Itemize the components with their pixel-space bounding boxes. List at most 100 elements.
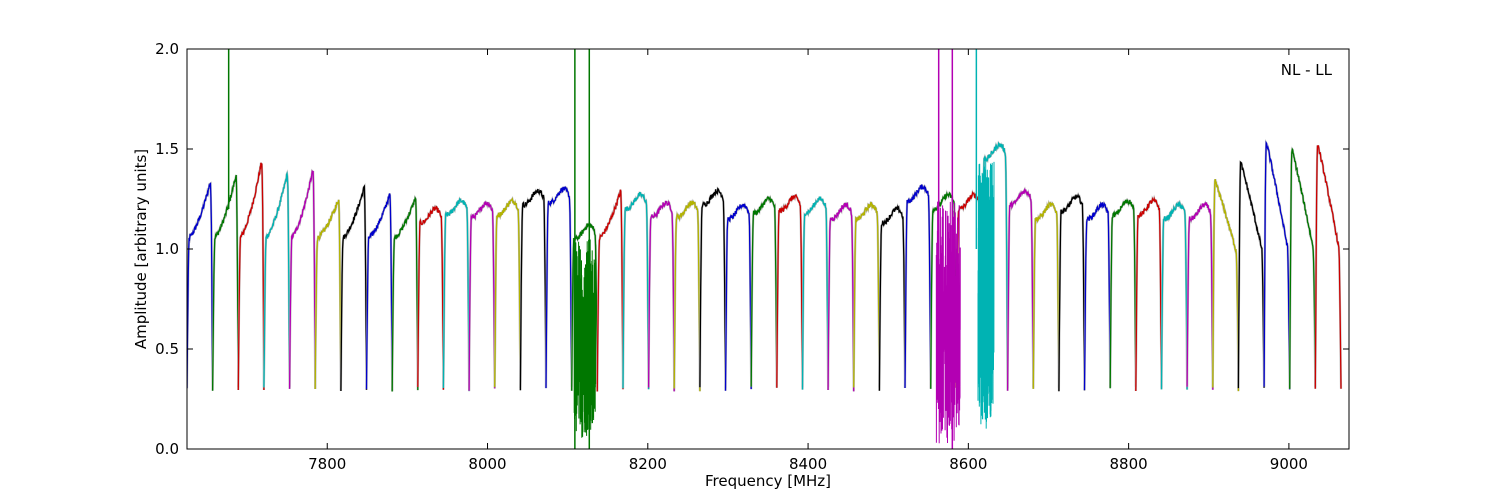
- band-series-line: [1186, 201, 1214, 390]
- band-series-line: [1263, 140, 1291, 390]
- band-shadow-line: [878, 202, 907, 391]
- band-shadow-line: [750, 194, 778, 388]
- x-axis-label: Frequency [MHz]: [705, 472, 831, 490]
- band-series-line: [417, 205, 445, 390]
- band-series-line: [596, 189, 624, 392]
- band-shadow-line: [852, 201, 881, 388]
- band-series-line: [391, 196, 419, 392]
- band-series-line: [1237, 160, 1265, 389]
- x-tick-label: 8400: [789, 455, 827, 473]
- band-series-line: [776, 194, 804, 388]
- band-series-line: [442, 197, 470, 392]
- band-shadow-line: [391, 194, 419, 392]
- band-shadow-line: [442, 196, 471, 392]
- band-shadow-line: [1109, 197, 1137, 389]
- band-series-line: [1109, 199, 1137, 389]
- band-series-line: [187, 182, 214, 391]
- band-shadow-line: [1032, 199, 1060, 389]
- y-axis-label: Amplitude [arbitrary units]: [132, 149, 150, 349]
- band-series-line: [1058, 193, 1086, 392]
- band-series-line: [494, 197, 522, 389]
- y-tick-label: 0.0: [155, 440, 179, 458]
- y-tick-label: 1.0: [155, 240, 179, 258]
- band-series-line: [673, 200, 701, 392]
- band-series-line: [801, 196, 829, 390]
- band-series-line: [545, 186, 573, 389]
- band-series-line: [237, 162, 265, 391]
- band-series-line: [1314, 145, 1342, 389]
- band-series-line: [699, 187, 727, 389]
- band-series-line: [904, 184, 932, 389]
- band-shadow-line: [827, 201, 855, 392]
- band-shadow-line: [544, 185, 573, 389]
- band-shadow-line: [288, 168, 317, 389]
- band-series-line: [1083, 201, 1111, 391]
- x-tick-label: 7800: [308, 455, 346, 473]
- band-shadow-line: [1057, 191, 1086, 392]
- band-shadow-line: [187, 181, 214, 391]
- band-series-line: [365, 193, 393, 391]
- band-shadow-line: [1006, 186, 1035, 391]
- band-shadow-line: [339, 182, 368, 392]
- band-series-line: [750, 195, 778, 388]
- band-shadow-line: [493, 196, 522, 389]
- band-series-line: [314, 199, 342, 391]
- band-series-line: [1212, 179, 1240, 392]
- band-series-line: [468, 201, 496, 391]
- band-series-line: [263, 171, 291, 388]
- band-shadow-line: [1288, 146, 1317, 389]
- x-tick-label: 8200: [629, 455, 667, 473]
- band-shadow-line: [903, 183, 932, 389]
- y-tick-label: 2.0: [155, 40, 179, 58]
- band-series-line: [1160, 200, 1188, 390]
- band-series-line: [724, 203, 752, 391]
- band-shadow-line: [724, 201, 753, 391]
- x-tick-label: 9000: [1270, 455, 1308, 473]
- rfi-noise-line: [573, 239, 597, 438]
- band-series-line: [1032, 201, 1060, 389]
- plot-area-frame: [186, 48, 1350, 450]
- band-shadow-line: [621, 191, 650, 390]
- axis-ticks: 7800 8000 8200 8400 8600 8800 9000 0.0 0.5 1.0 1.5…: [155, 40, 1349, 473]
- band-shadow-line: [1186, 200, 1214, 390]
- band-series-line: [647, 200, 675, 392]
- band-series-line: [211, 174, 239, 391]
- baseline-annotation: NL - LL: [1281, 61, 1333, 79]
- band-shadow-line: [647, 198, 676, 392]
- rfi-noise-line: [935, 201, 961, 444]
- band-shadow-line: [1134, 194, 1163, 392]
- band-series-line: [340, 184, 368, 392]
- band-series-line: [1006, 187, 1034, 391]
- band-shadow-line: [519, 187, 548, 391]
- y-tick-label: 0.5: [155, 340, 179, 358]
- band-shadow-line: [468, 199, 496, 391]
- band-series-line: [955, 190, 983, 388]
- band-shadow-line: [1160, 199, 1189, 390]
- x-tick-label: 8800: [1110, 455, 1148, 473]
- band-shadow-line: [1262, 138, 1291, 390]
- x-tick-label: 8000: [468, 455, 506, 473]
- band-shadow-line: [262, 169, 291, 388]
- y-tick-label: 1.5: [155, 140, 179, 158]
- band-series-line: [827, 202, 855, 392]
- band-shadow-line: [416, 204, 445, 390]
- rfi-noise-line: [977, 159, 995, 429]
- band-series-line: [622, 192, 650, 390]
- band-series-line: [1135, 196, 1163, 392]
- band-series-line: [288, 169, 316, 389]
- band-series-line: [1289, 147, 1316, 389]
- band-shadow-line: [211, 174, 240, 391]
- band-series-line: [853, 201, 881, 388]
- band-shadow-line: [801, 196, 830, 390]
- band-shadow-line: [1237, 159, 1266, 389]
- band-shadow-line: [673, 198, 701, 392]
- band-shadow-line: [775, 193, 804, 388]
- band-shadow-line: [314, 199, 342, 391]
- band-series-line: [519, 188, 547, 391]
- band-series-line: [571, 222, 598, 391]
- band-shadow-line: [698, 186, 727, 389]
- x-tick-label: 8600: [949, 455, 987, 473]
- band-shadow-line: [237, 162, 265, 391]
- band-series-line: [878, 204, 906, 391]
